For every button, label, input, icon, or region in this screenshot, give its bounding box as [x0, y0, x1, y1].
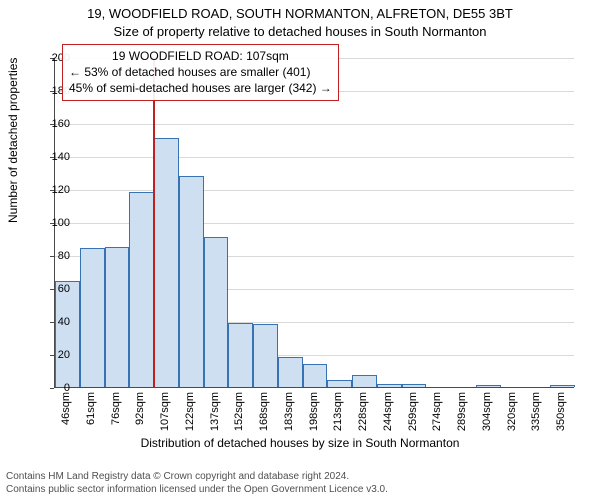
x-tick-label: 213sqm [332, 392, 344, 440]
x-tick-label: 274sqm [431, 392, 443, 440]
title-address: 19, WOODFIELD ROAD, SOUTH NORMANTON, ALF… [0, 6, 600, 21]
histogram-bar [303, 364, 328, 387]
x-tick-label: 122sqm [184, 392, 196, 440]
footer-line-2: Contains public sector information licen… [6, 484, 594, 497]
histogram-bar [105, 247, 130, 387]
x-tick-label: 244sqm [382, 392, 394, 440]
histogram-bar [129, 192, 154, 387]
y-tick-label: 140 [40, 151, 70, 163]
footer-attribution: Contains HM Land Registry data © Crown c… [6, 471, 594, 496]
property-annotation-box: 19 WOODFIELD ROAD: 107sqm← 53% of detach… [62, 44, 339, 101]
grid-line [55, 124, 574, 125]
x-tick-label: 304sqm [481, 392, 493, 440]
x-tick-label: 137sqm [209, 392, 221, 440]
y-tick-label: 60 [40, 283, 70, 295]
annotation-line: 19 WOODFIELD ROAD: 107sqm [69, 48, 332, 64]
histogram-plot [54, 58, 574, 388]
x-tick-label: 228sqm [357, 392, 369, 440]
x-tick-label: 92sqm [134, 392, 146, 440]
histogram-bar [476, 385, 501, 387]
histogram-bar [179, 176, 204, 387]
y-tick-label: 40 [40, 316, 70, 328]
grid-line [55, 157, 574, 158]
histogram-bar [402, 384, 427, 387]
y-tick-label: 20 [40, 349, 70, 361]
y-tick-label: 120 [40, 184, 70, 196]
histogram-bar [550, 385, 575, 387]
histogram-bar [352, 375, 377, 387]
x-tick-label: 289sqm [456, 392, 468, 440]
histogram-bar [228, 323, 253, 387]
y-tick-label: 160 [40, 118, 70, 130]
y-axis-label: Number of detached properties [6, 58, 20, 223]
histogram-bar [154, 138, 179, 387]
property-marker-line [153, 58, 155, 387]
chart-container: 19, WOODFIELD ROAD, SOUTH NORMANTON, ALF… [0, 0, 600, 500]
x-tick-label: 259sqm [407, 392, 419, 440]
x-tick-label: 46sqm [60, 392, 72, 440]
y-tick-label: 80 [40, 250, 70, 262]
x-tick-label: 183sqm [283, 392, 295, 440]
x-tick-label: 107sqm [159, 392, 171, 440]
x-tick-label: 320sqm [506, 392, 518, 440]
histogram-bar [377, 384, 402, 387]
x-tick-label: 350sqm [555, 392, 567, 440]
histogram-bar [327, 380, 352, 387]
x-tick-label: 61sqm [85, 392, 97, 440]
y-tick-label: 100 [40, 217, 70, 229]
x-tick-label: 152sqm [233, 392, 245, 440]
histogram-bar [253, 324, 278, 387]
x-tick-label: 198sqm [308, 392, 320, 440]
histogram-bar [80, 248, 105, 387]
histogram-bar [204, 237, 229, 387]
x-tick-label: 335sqm [530, 392, 542, 440]
x-tick-label: 76sqm [110, 392, 122, 440]
x-tick-label: 168sqm [258, 392, 270, 440]
title-subtitle: Size of property relative to detached ho… [0, 24, 600, 39]
grid-line [55, 190, 574, 191]
histogram-bar [278, 357, 303, 387]
annotation-line: 45% of semi-detached houses are larger (… [69, 80, 332, 96]
annotation-line: ← 53% of detached houses are smaller (40… [69, 64, 332, 80]
histogram-bar [55, 281, 80, 387]
footer-line-1: Contains HM Land Registry data © Crown c… [6, 471, 594, 484]
